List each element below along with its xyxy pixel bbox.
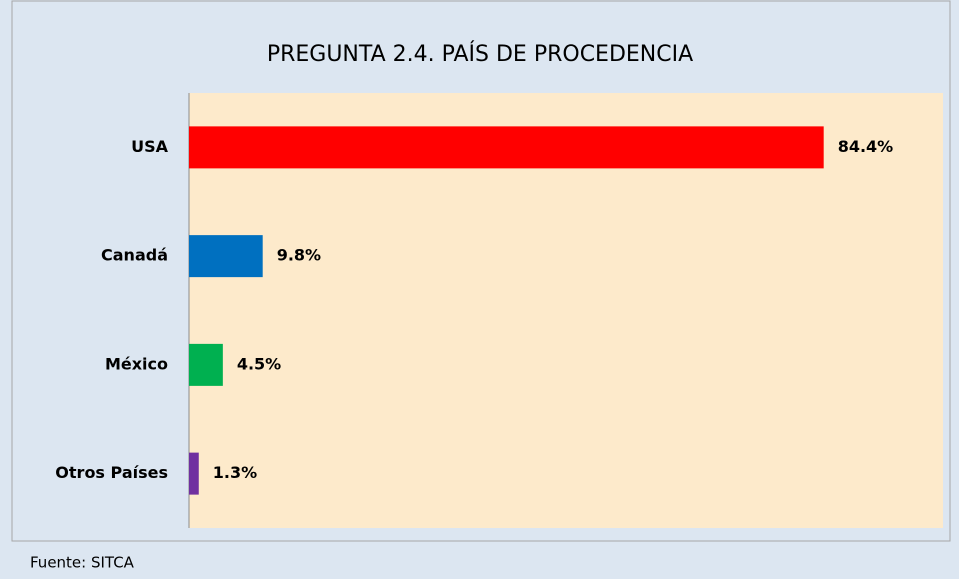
category-label: Otros Países xyxy=(55,463,168,482)
frame xyxy=(11,0,951,542)
bar xyxy=(189,343,223,386)
category-label: Canadá xyxy=(101,246,168,265)
chart-title: PREGUNTA 2.4. PAÍS DE PROCEDENCIA xyxy=(267,41,693,67)
value-label: 9.8% xyxy=(277,246,321,265)
bar xyxy=(189,126,824,169)
value-label: 1.3% xyxy=(213,463,257,482)
category-label: USA xyxy=(131,137,169,156)
bar xyxy=(189,452,199,495)
value-label: 84.4% xyxy=(838,137,894,156)
value-label: 4.5% xyxy=(237,354,281,373)
category-label: México xyxy=(105,354,168,373)
source: Fuente: SITCA xyxy=(30,554,135,572)
bar xyxy=(189,235,263,278)
